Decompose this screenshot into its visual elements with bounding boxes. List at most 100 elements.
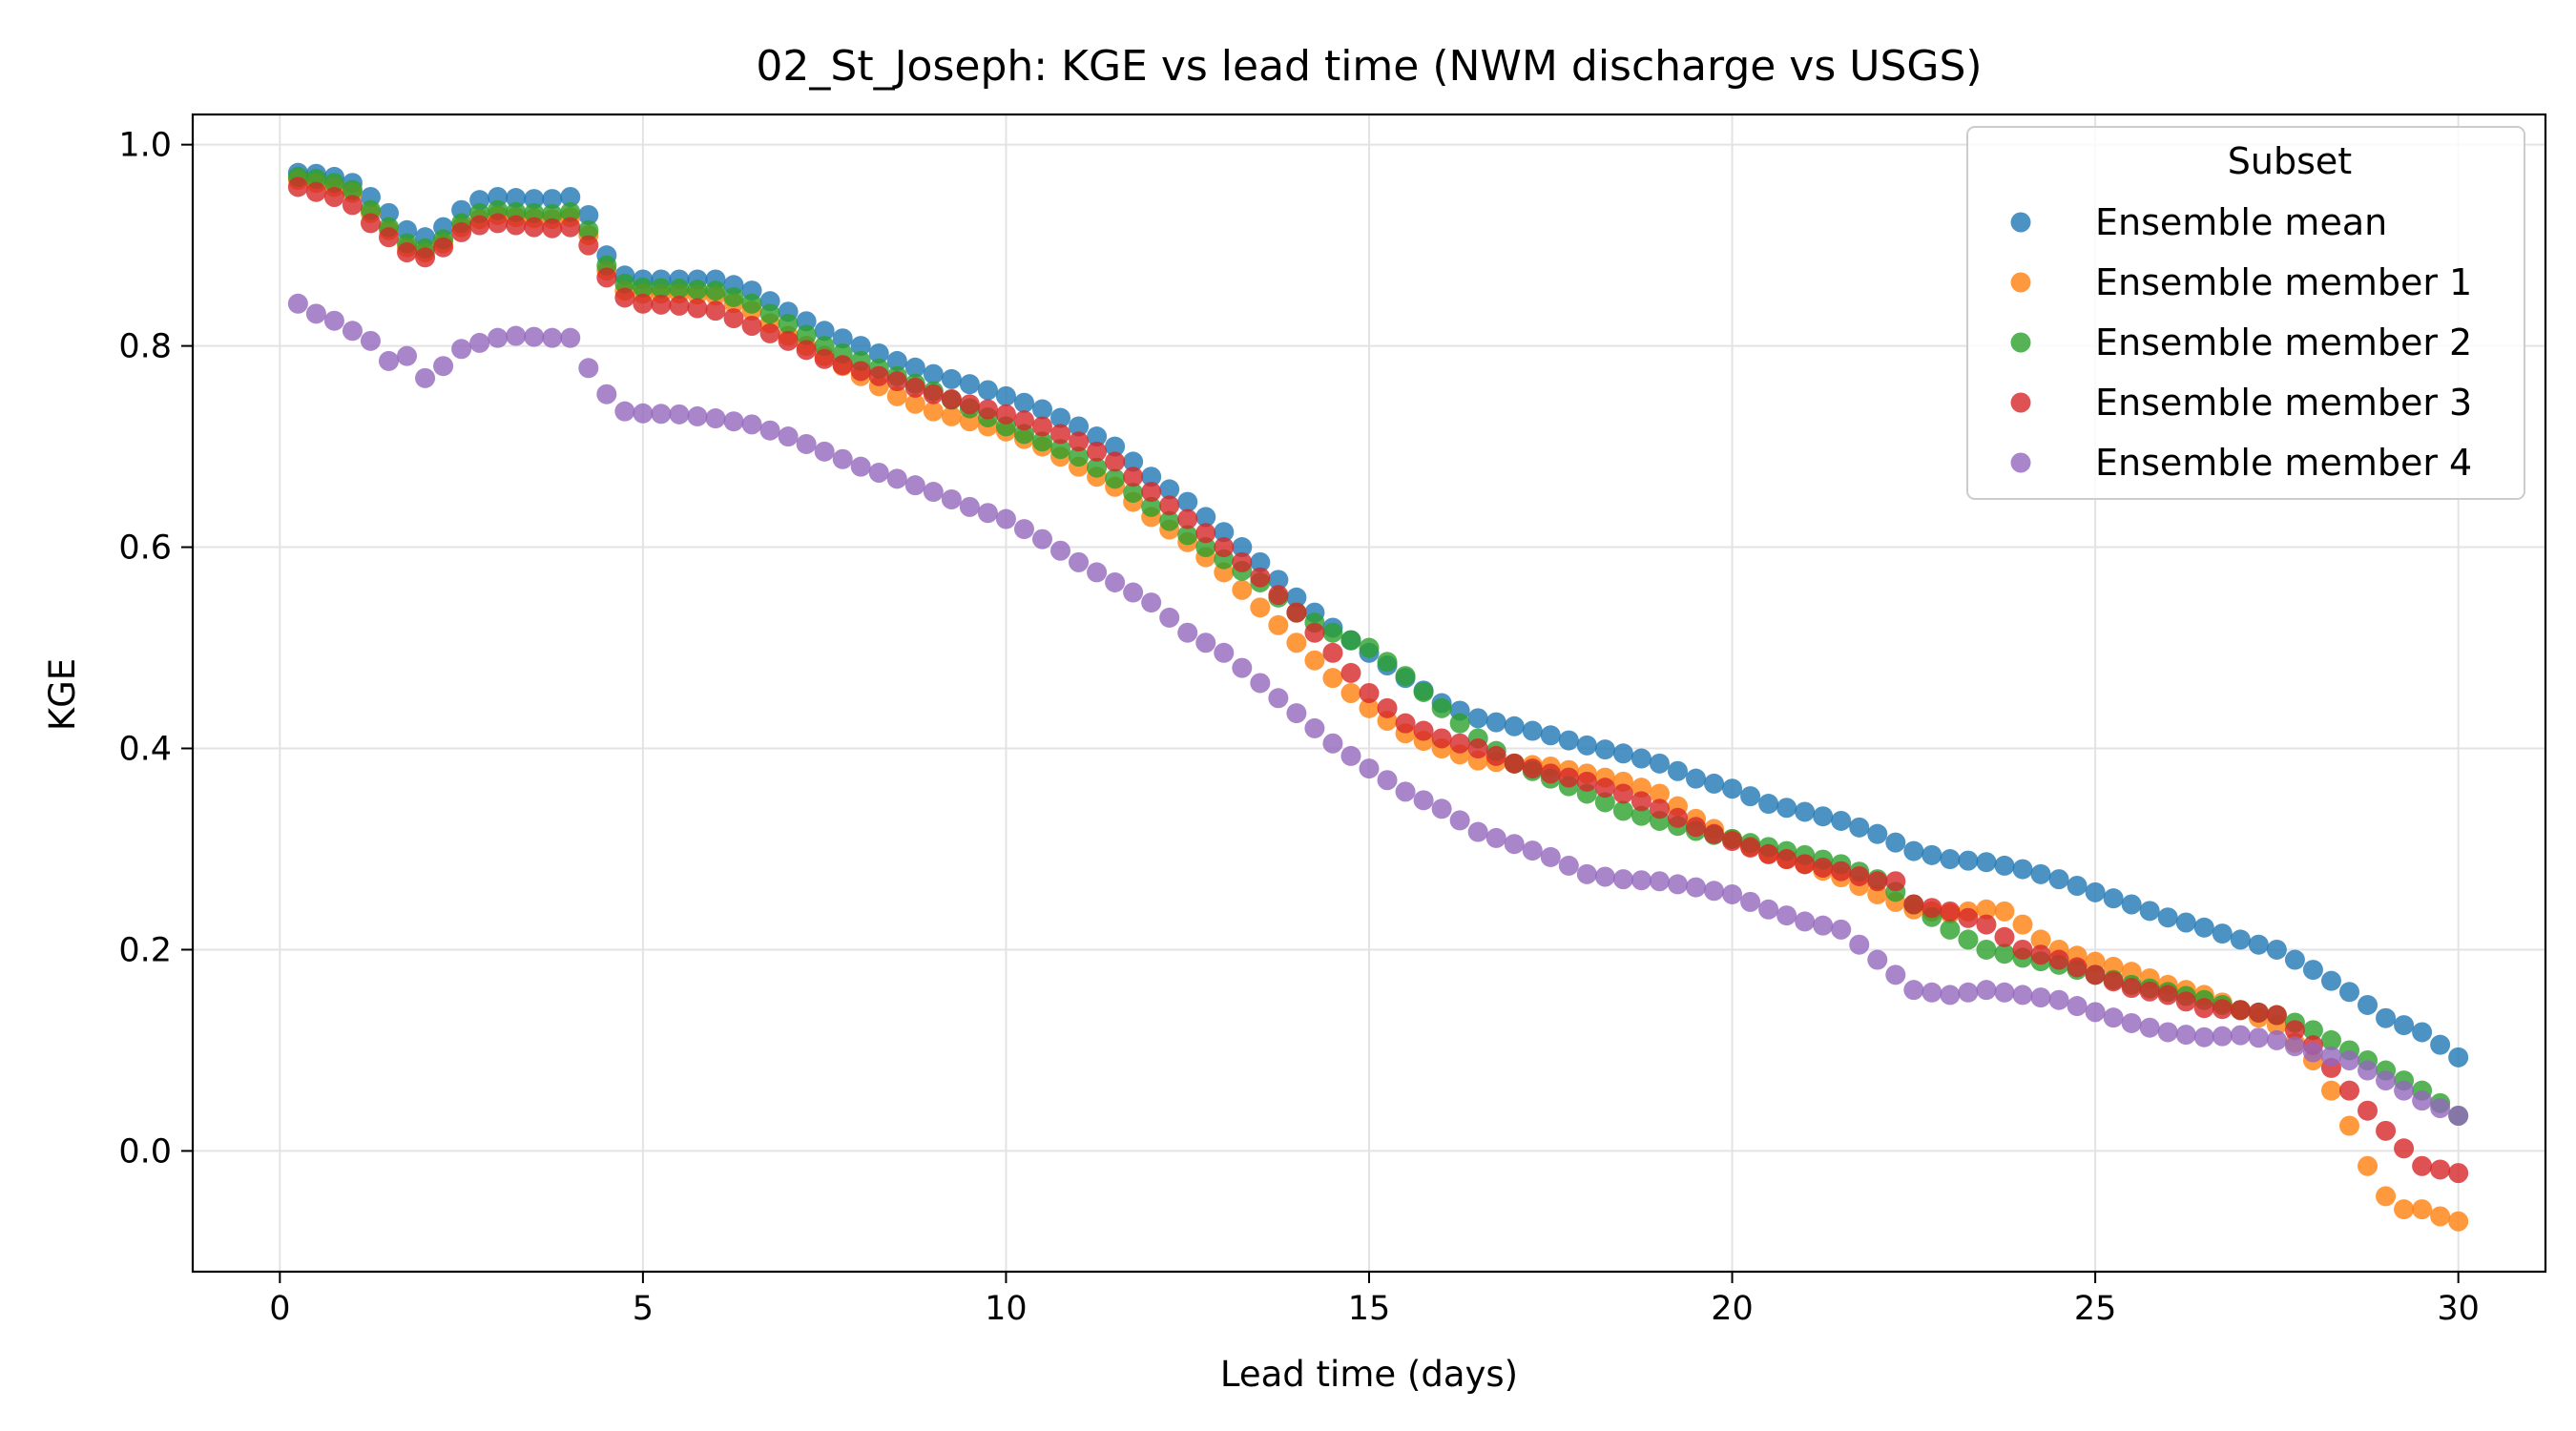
data-point (451, 221, 472, 242)
data-point (2103, 1007, 2124, 1028)
data-point (1594, 778, 1615, 798)
data-point (868, 463, 889, 484)
data-point (1232, 551, 1253, 572)
data-point (1540, 725, 1561, 746)
data-point (1159, 510, 1180, 531)
data-point (1467, 708, 1488, 729)
data-point (977, 380, 998, 401)
data-point (2175, 991, 2196, 1012)
data-point (959, 374, 980, 395)
data-point (814, 348, 835, 369)
data-point (741, 293, 762, 314)
data-point (2175, 1025, 2196, 1046)
data-point (1994, 855, 2015, 876)
data-point (1776, 849, 1797, 870)
data-point (1359, 683, 1380, 703)
data-point (651, 404, 672, 425)
data-point (1649, 871, 1670, 892)
data-point (1558, 730, 1579, 751)
data-point (1922, 898, 1942, 919)
data-point (2320, 1046, 2341, 1067)
y-tick-label: 0.6 (118, 529, 172, 568)
data-point (360, 330, 381, 351)
data-point (1795, 854, 1816, 875)
data-point (1304, 717, 1325, 738)
data-point (832, 448, 853, 469)
data-point (687, 405, 708, 426)
data-point (2430, 1206, 2451, 1227)
data-point (1250, 673, 1271, 694)
data-point (723, 308, 744, 329)
data-point (687, 280, 708, 301)
data-point (1813, 915, 1834, 936)
data-point (1340, 662, 1361, 683)
data-point (1050, 540, 1071, 561)
data-point (1069, 446, 1090, 467)
data-point (850, 336, 871, 357)
data-point (1885, 832, 1906, 853)
axis-ticks: 0 5 10 15 20 25 30 0.0 0.2 0.4 0.6 0.8 1.0 (118, 127, 2480, 1328)
data-point (977, 503, 998, 524)
series-ensemble-member-3 (287, 176, 2469, 1184)
data-point (1159, 607, 1180, 628)
data-point (1268, 614, 1289, 635)
data-point (1250, 597, 1271, 618)
data-point (923, 384, 944, 404)
data-point (578, 204, 599, 225)
data-point (904, 393, 925, 414)
data-point (2139, 981, 2160, 1002)
y-tick-label: 0.0 (118, 1132, 172, 1171)
data-point (2085, 964, 2106, 985)
data-point (832, 355, 853, 376)
data-point (886, 371, 907, 392)
data-point (323, 310, 344, 331)
y-tick-label: 0.8 (118, 328, 172, 366)
data-point (2139, 1017, 2160, 1038)
data-point (633, 403, 654, 424)
data-point (2320, 970, 2341, 991)
data-point (1431, 798, 1452, 819)
data-point (2048, 949, 2069, 970)
data-point (614, 273, 635, 294)
data-point (1722, 883, 1743, 904)
data-point (1922, 982, 1942, 1003)
data-point (1449, 733, 1470, 754)
data-point (2284, 949, 2305, 970)
data-point (2358, 994, 2379, 1015)
data-point (723, 286, 744, 307)
data-point (2175, 912, 2196, 933)
y-tick-label: 0.4 (118, 731, 172, 769)
x-tick-label: 20 (1711, 1290, 1754, 1328)
data-point (2302, 1042, 2323, 1063)
data-point (2012, 914, 2033, 935)
data-point (1722, 831, 1743, 852)
series-ensemble-member-4 (287, 293, 2469, 1127)
data-point (2376, 1120, 2397, 1141)
data-point (1032, 399, 1052, 420)
data-point (488, 213, 509, 234)
data-point (1976, 980, 1997, 1001)
data-point (1522, 840, 1543, 861)
data-point (1740, 891, 1761, 912)
data-point (2266, 939, 2287, 960)
data-point (1631, 791, 1652, 812)
data-point (596, 267, 617, 288)
data-point (1123, 483, 1144, 504)
data-point (2048, 989, 2069, 1010)
data-point (796, 433, 817, 454)
data-point (2339, 1115, 2359, 1136)
x-tick-label: 0 (269, 1290, 290, 1328)
data-point (2121, 894, 2142, 915)
data-point (1141, 482, 1162, 503)
data-point (1940, 901, 1961, 922)
data-point (941, 368, 962, 389)
data-point (433, 237, 454, 258)
data-point (1013, 519, 1034, 540)
data-point (1667, 760, 1688, 781)
data-point (1903, 980, 1924, 1001)
data-point (1449, 713, 1470, 734)
data-point (596, 384, 617, 404)
data-point (488, 327, 509, 348)
data-point (1558, 855, 1579, 876)
data-point (832, 328, 853, 349)
